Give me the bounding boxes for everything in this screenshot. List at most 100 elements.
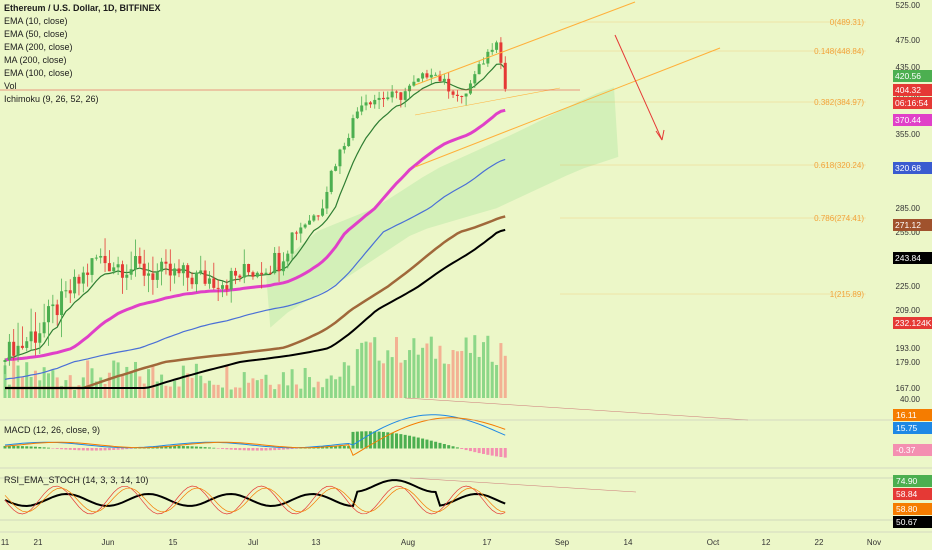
volume-bar	[207, 380, 211, 398]
candle-body	[316, 215, 320, 217]
candle-body	[68, 290, 72, 294]
candle-body	[390, 91, 394, 98]
volume-bar	[308, 377, 311, 398]
macd-histogram-bar	[342, 445, 346, 449]
macd-histogram-bar	[490, 448, 494, 456]
macd-histogram-bar	[125, 448, 129, 450]
candle-body	[303, 224, 307, 228]
candle-body	[147, 273, 151, 276]
macd-histogram-bar	[260, 448, 264, 451]
candle-body	[377, 97, 381, 100]
candle-body	[203, 270, 207, 284]
macd-histogram-bar	[29, 446, 33, 449]
legend-ichimoku[interactable]: Ichimoku (9, 26, 52, 26)	[4, 94, 99, 104]
legend-ema10[interactable]: EMA (10, close)	[4, 16, 68, 26]
macd-histogram-bar	[234, 448, 238, 450]
y-tick-label: 167.00	[896, 384, 921, 393]
volume-bar	[438, 345, 442, 398]
stoch-k-line	[4, 485, 506, 515]
candle-body	[125, 274, 129, 278]
candle-body	[447, 78, 451, 92]
candle-body	[25, 341, 29, 348]
volume-bar	[416, 354, 420, 398]
volume-bar	[299, 388, 303, 398]
macd-histogram-bar	[495, 448, 499, 457]
price-labels: 420.56 404.32 06:16:54 370.44 320.68 271.12 24…	[893, 70, 932, 528]
macd-histogram-bar	[255, 448, 259, 451]
candle-body	[207, 278, 211, 284]
legend-ema100[interactable]: EMA (100, close)	[4, 68, 73, 78]
volume-bar	[351, 385, 355, 398]
legend-ema200[interactable]: EMA (200, close)	[4, 42, 73, 52]
moving-averages	[4, 63, 506, 390]
volume-bar	[329, 375, 333, 398]
candle-body	[16, 345, 20, 356]
macd-y-tick: 40.00	[900, 395, 921, 404]
legend-ma200[interactable]: MA (200, close)	[4, 55, 67, 65]
macd-histogram-bar	[460, 448, 464, 449]
volume-bar	[473, 335, 477, 398]
ema50-line	[4, 108, 506, 362]
volume-bar	[42, 367, 46, 398]
ma200-line	[5, 228, 506, 389]
volume-bar	[316, 381, 320, 398]
macd-histogram-bar	[242, 448, 246, 451]
volume-bar	[3, 365, 7, 398]
macd-histogram-bar	[399, 434, 403, 449]
macd-histogram-bar	[503, 448, 507, 458]
macd-histogram-bar	[499, 448, 503, 458]
volume-bar	[468, 352, 472, 398]
volume-bar	[347, 365, 351, 398]
candle-body	[94, 257, 98, 259]
macd-histogram-bar	[429, 440, 433, 449]
volume-bar	[103, 383, 107, 398]
macd-histogram-bar	[107, 448, 111, 451]
volume-bar	[25, 362, 29, 398]
candle-body	[120, 264, 124, 278]
macd-histogram-bar	[186, 446, 190, 449]
volume-bar	[90, 368, 94, 398]
candle-body	[495, 42, 499, 50]
rsi-legend[interactable]: RSI_EMA_STOCH (14, 3, 3, 14, 10)	[4, 475, 149, 485]
volume-bar	[190, 377, 194, 398]
macd-histogram-bar	[368, 431, 372, 449]
candle-body	[38, 333, 42, 343]
y-tick-label: 285.00	[896, 204, 921, 213]
price-label-box	[893, 97, 932, 109]
price-label-text: 320.68	[895, 163, 921, 173]
candle-body	[308, 220, 311, 225]
legend-vol[interactable]: Vol	[4, 81, 17, 91]
fib-label: 1(215.89)	[830, 290, 865, 299]
volume-bar	[364, 341, 368, 398]
volume-bar	[47, 373, 50, 398]
macd-label-text: -0.37	[896, 445, 916, 455]
candle-body	[264, 272, 268, 275]
volume-bar	[421, 347, 425, 398]
volume-bar	[425, 343, 429, 398]
macd-histogram-bar	[334, 445, 338, 449]
legend-ema50[interactable]: EMA (50, close)	[4, 29, 68, 39]
candle-body	[451, 91, 455, 95]
macd-histogram-bar	[290, 448, 294, 450]
candle-body	[351, 118, 355, 138]
volume-bar	[112, 360, 116, 398]
x-tick-label: Sep	[555, 538, 570, 547]
macd-legend[interactable]: MACD (12, 26, close, 9)	[4, 425, 101, 435]
rsi-label-text: 50.67	[896, 517, 918, 527]
channel-upper	[414, 1, 636, 86]
x-tick-label: Jul	[248, 538, 258, 547]
volume-bar	[503, 355, 507, 398]
candle-body	[503, 62, 507, 89]
volume-bar	[464, 337, 468, 398]
macd-histogram-bar	[38, 447, 42, 449]
macd-histogram-bar	[325, 446, 329, 449]
macd-label-text: 16.11	[896, 410, 917, 420]
macd-histogram-bar	[281, 448, 285, 450]
x-tick-label: 12	[762, 538, 771, 547]
candle-body	[77, 276, 81, 284]
rsi-label-text: 58.84	[896, 489, 918, 499]
fib-label: 0(489.31)	[830, 18, 865, 27]
volume-bar	[490, 361, 494, 398]
legend-title: Ethereum / U.S. Dollar, 1D, BITFINEX	[4, 3, 161, 13]
